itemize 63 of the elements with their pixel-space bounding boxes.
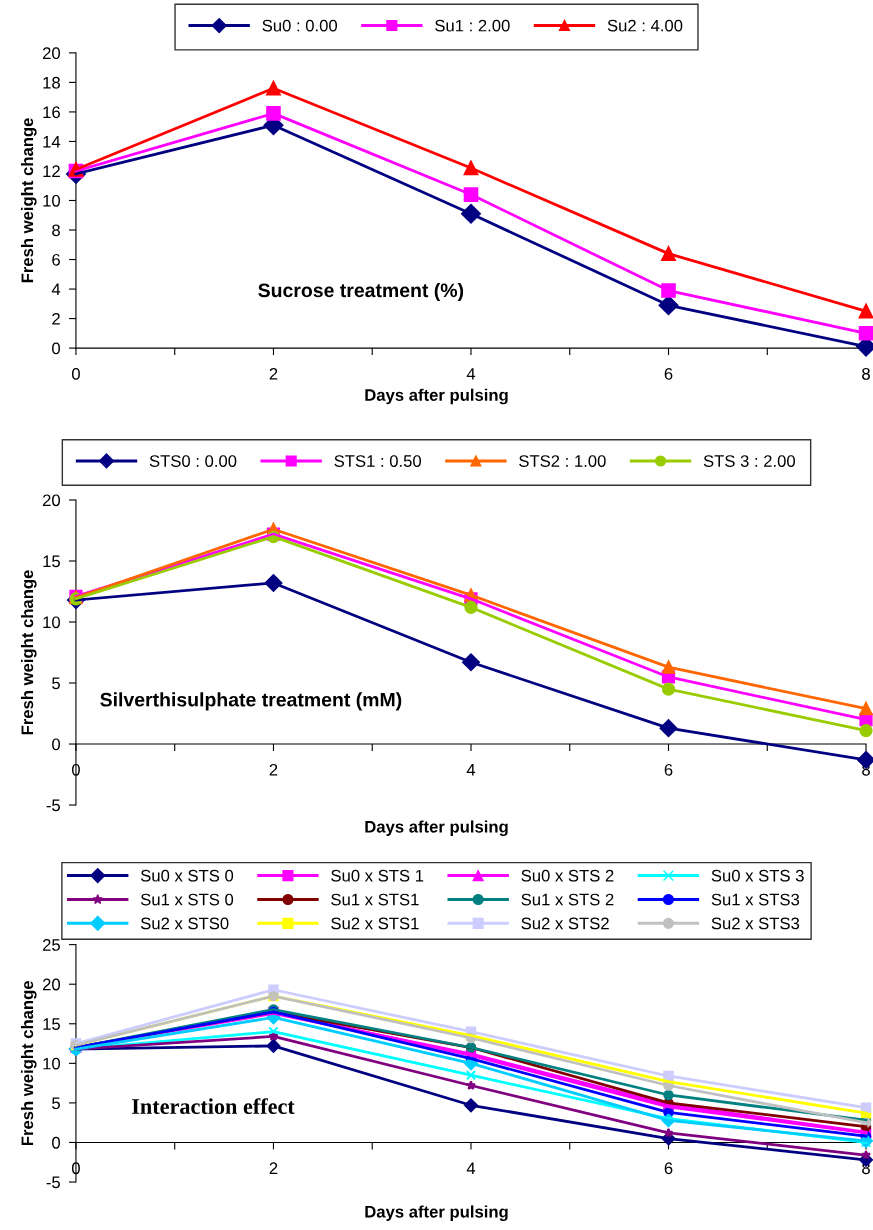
legend-label: Su1 x STS1 (331, 893, 419, 906)
legend-label: Su2 x STS2 (521, 917, 609, 930)
legend-label: Su1 x STS 0 (140, 893, 234, 906)
x-tick-label: 8 (862, 367, 870, 380)
x-tick-label: 6 (664, 367, 673, 380)
y-tick-label: 12 (43, 165, 60, 178)
x-tick-label: 0 (71, 367, 80, 380)
legend-label: STS1 : 0.50 (334, 455, 422, 467)
x-axis-title: Days after pulsing (365, 1205, 508, 1222)
x-tick-label: 6 (664, 1162, 673, 1175)
y-tick-label: 8 (52, 224, 60, 237)
annotation: Sucrose treatment (%) (258, 282, 464, 302)
annotation: Interaction effect (132, 1098, 295, 1114)
y-tick-label: 0 (52, 1136, 61, 1149)
y-axis-title: Fresh weight change (20, 981, 37, 1146)
y-tick-label: 4 (51, 283, 61, 296)
legend-label: Su2 x STS1 (331, 917, 419, 930)
x-tick-label: 4 (466, 1162, 476, 1174)
legend-label: Su0 x STS 2 (521, 869, 614, 882)
y-tick-label: 5 (52, 677, 60, 690)
y-tick-label: -5 (46, 1176, 60, 1189)
y-tick-label: 0 (52, 342, 61, 355)
legend-label: Su0 x STS 1 (331, 869, 424, 882)
y-tick-label: 10 (43, 616, 61, 629)
y-tick-label: 10 (43, 1057, 61, 1070)
legend-label: STS 3 : 2.00 (703, 455, 796, 467)
x-axis-title: Days after pulsing (365, 388, 508, 405)
annotation: Silverthisulphate treatment (mM) (100, 692, 402, 711)
x-axis-title: Days after pulsing (365, 820, 508, 837)
legend-label: STS2 : 1.00 (519, 455, 606, 467)
y-tick-label: 5 (52, 1097, 60, 1110)
legend-label: Su1 x STS3 (711, 893, 800, 906)
y-tick-label: 20 (42, 47, 61, 60)
y-tick-label: 20 (42, 978, 61, 991)
legend-label: Su0 : 0.00 (262, 19, 338, 32)
y-axis-title: Fresh weight change (20, 118, 37, 283)
y-tick-label: 16 (43, 106, 60, 119)
x-tick-label: 4 (466, 764, 476, 776)
y-tick-label: 10 (43, 194, 61, 207)
y-axis-title: Fresh weight change (20, 570, 37, 735)
y-tick-label: 25 (42, 939, 60, 951)
x-tick-label: 2 (269, 1162, 278, 1174)
legend-label: Su1 : 2.00 (435, 19, 510, 32)
legend-label: Su0 x STS 3 (711, 869, 804, 882)
x-tick-label: 2 (269, 763, 278, 776)
legend-label: Su0 x STS 0 (140, 869, 234, 882)
y-tick-label: 2 (52, 312, 60, 325)
y-tick-label: 6 (52, 253, 60, 266)
y-tick-label: 15 (43, 1018, 60, 1030)
legend-label: Su2 x STS3 (711, 917, 800, 930)
x-tick-label: 6 (664, 763, 673, 776)
x-tick-label: 4 (466, 368, 476, 380)
legend-label: Su2 : 4.00 (607, 19, 683, 32)
y-tick-label: 15 (43, 555, 60, 568)
legend-label: STS0 : 0.00 (149, 455, 237, 467)
y-tick-label: 20 (42, 494, 61, 507)
y-tick-label: -5 (46, 799, 60, 812)
legend-label: Su2 x STS0 (140, 917, 229, 930)
y-tick-label: 18 (43, 76, 60, 89)
y-tick-label: 14 (43, 136, 61, 148)
x-tick-label: 2 (269, 367, 278, 380)
y-tick-label: 0 (52, 738, 61, 751)
legend-label: Su1 x STS 2 (521, 893, 614, 906)
